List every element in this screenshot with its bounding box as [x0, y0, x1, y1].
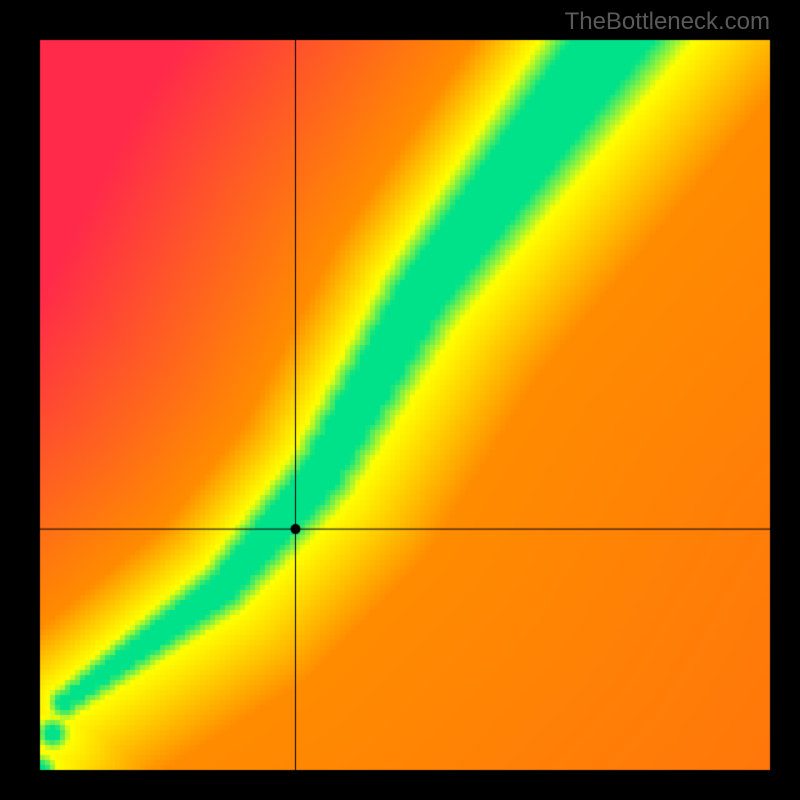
bottleneck-heatmap	[0, 0, 800, 800]
watermark-text: TheBottleneck.com	[565, 8, 770, 36]
chart-container: TheBottleneck.com	[0, 0, 800, 800]
